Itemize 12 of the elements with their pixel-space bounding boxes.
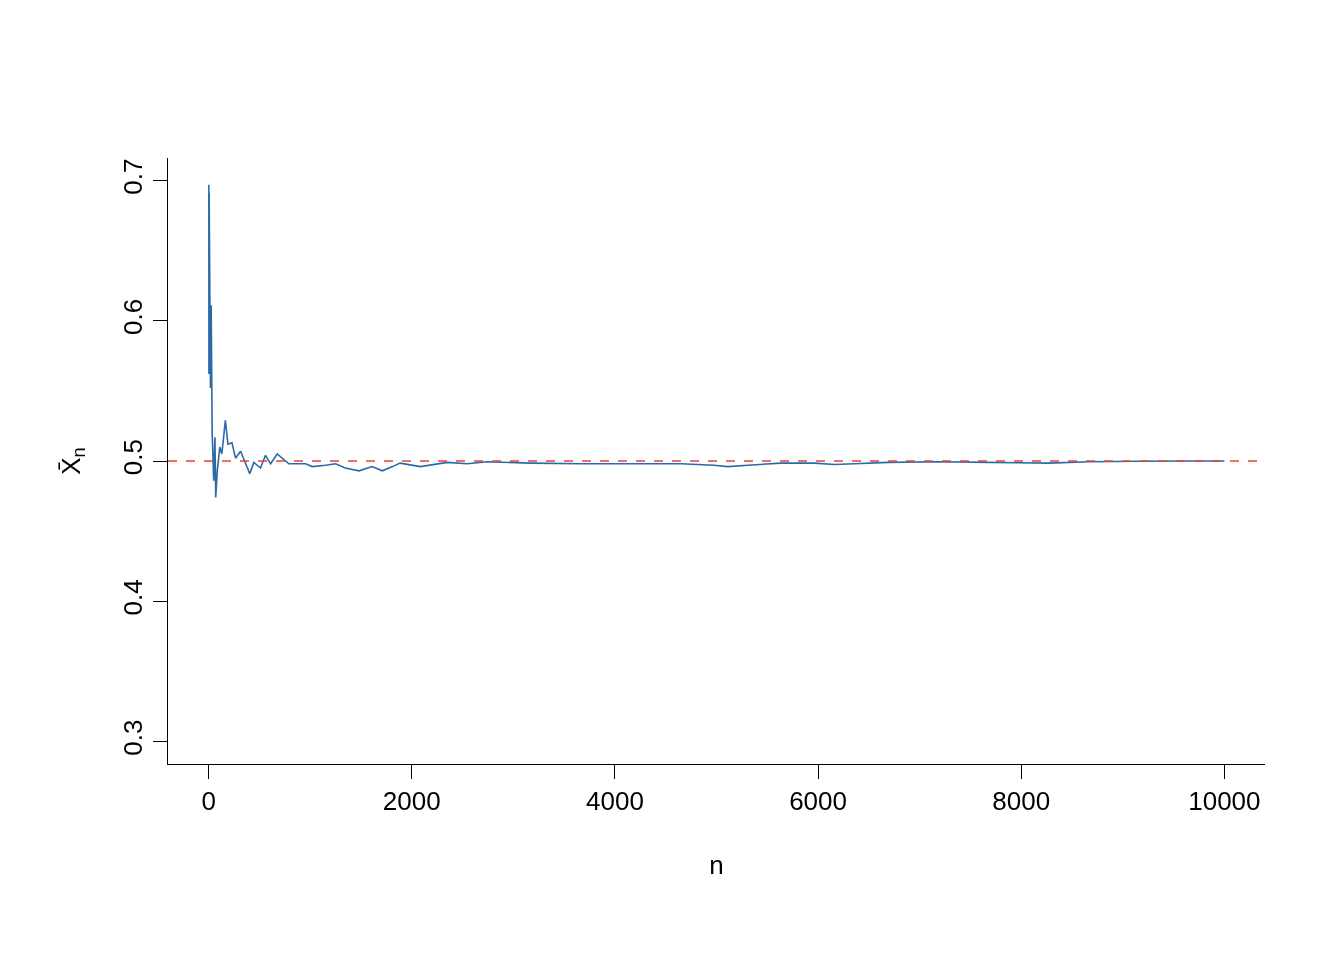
y-tick-label: 0.3 bbox=[118, 719, 149, 756]
x-tick-label: 6000 bbox=[789, 786, 847, 817]
y-tick-label: 0.4 bbox=[118, 579, 149, 616]
x-tick-label: 10000 bbox=[1188, 786, 1261, 817]
x-tick-label: 2000 bbox=[382, 786, 441, 817]
x-tick-label: 0 bbox=[201, 786, 216, 817]
y-tick-label: 0.5 bbox=[118, 439, 149, 476]
x-tick-label: 4000 bbox=[586, 786, 644, 817]
y-tick-label: 0.6 bbox=[118, 298, 149, 335]
x-axis-title: n bbox=[709, 850, 724, 881]
y-tick-label: 0.7 bbox=[118, 158, 149, 195]
x-tick-label: 8000 bbox=[992, 786, 1051, 817]
